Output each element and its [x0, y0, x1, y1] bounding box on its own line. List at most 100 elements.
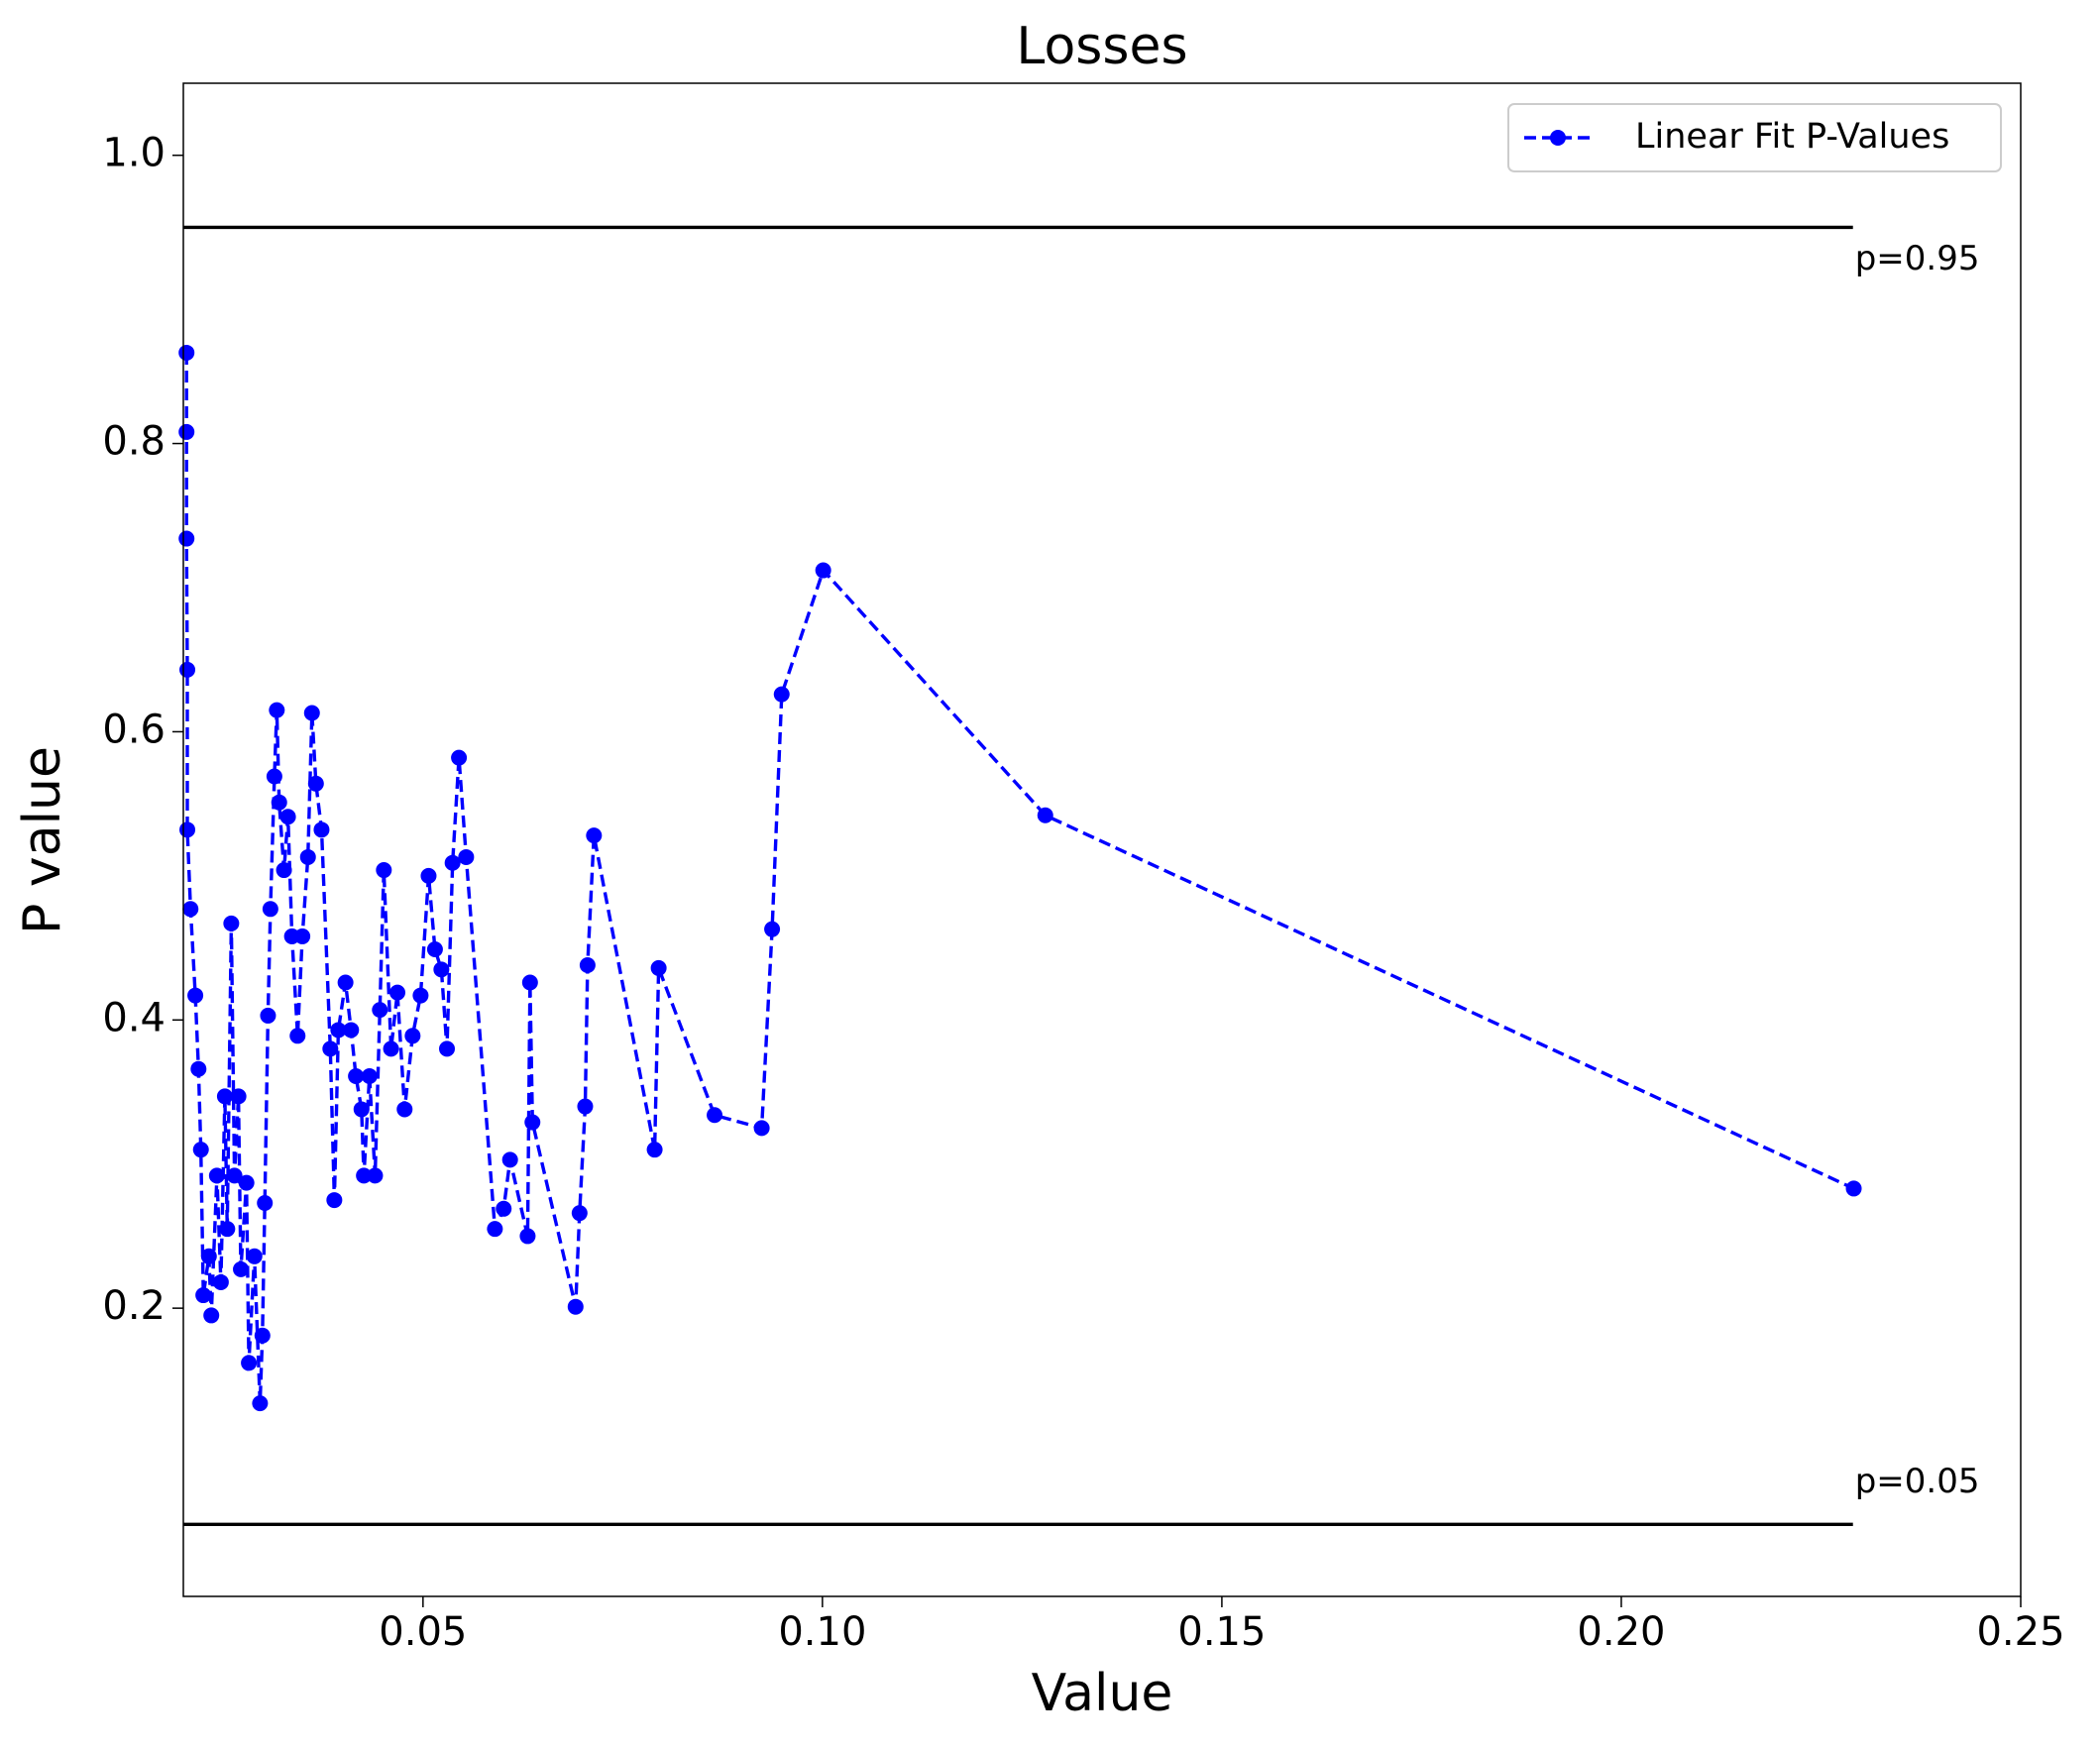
data-point [266, 768, 282, 785]
y-tick-label: 1.0 [102, 131, 166, 176]
data-point [271, 794, 287, 811]
x-tick-label: 0.10 [778, 1609, 866, 1655]
data-point [299, 848, 316, 865]
data-point [330, 1022, 347, 1039]
data-point [187, 987, 204, 1004]
data-point [208, 1167, 225, 1184]
y-tick-label: 0.6 [102, 707, 166, 752]
data-point [200, 1248, 217, 1264]
data-point [433, 961, 450, 978]
threshold-label: p=0.05 [1855, 1462, 1980, 1501]
data-point [179, 661, 196, 678]
data-point [233, 1260, 250, 1277]
data-point [326, 1192, 343, 1209]
data-point [439, 1040, 456, 1057]
data-point [348, 1068, 365, 1085]
data-point [412, 987, 429, 1004]
data-point [254, 1327, 271, 1344]
data-point [579, 957, 596, 974]
chart-title: Losses [1016, 17, 1187, 76]
data-point [260, 1007, 276, 1024]
threshold-label: p=0.95 [1855, 239, 1980, 278]
x-tick-label: 0.25 [1976, 1609, 2064, 1655]
data-point [1845, 1180, 1862, 1197]
data-point [212, 1273, 229, 1290]
data-point [487, 1221, 503, 1238]
data-point [322, 1040, 339, 1057]
data-point [294, 928, 311, 944]
data-point [764, 921, 781, 937]
data-point [577, 1098, 594, 1115]
data-point [178, 344, 195, 361]
data-point [451, 749, 468, 766]
data-point [389, 984, 406, 1001]
legend-label: Linear Fit P-Values [1635, 117, 1949, 157]
data-point [303, 705, 320, 721]
data-point [269, 702, 285, 718]
data-point [192, 1142, 209, 1158]
data-point [444, 854, 461, 871]
data-point [252, 1395, 269, 1412]
data-point [753, 1120, 770, 1137]
x-axis-label: Value [1032, 1664, 1173, 1723]
data-point [313, 821, 330, 838]
data-point [343, 1022, 360, 1039]
data-point [289, 1028, 306, 1044]
data-point [458, 848, 475, 865]
data-point [404, 1028, 421, 1044]
data-point [337, 974, 354, 991]
data-point [396, 1101, 413, 1118]
data-point [383, 1040, 399, 1057]
x-tick-label: 0.05 [379, 1609, 467, 1655]
legend-marker [1550, 130, 1566, 146]
data-point [257, 1194, 274, 1211]
data-point [646, 1142, 663, 1158]
data-point [195, 1287, 212, 1304]
data-point [567, 1298, 584, 1315]
data-point [1037, 807, 1053, 823]
plot-frame [182, 82, 2022, 1597]
data-point [496, 1200, 512, 1217]
y-tick-label: 0.8 [102, 419, 166, 465]
data-point [367, 1167, 384, 1184]
data-point [226, 1167, 243, 1184]
data-point [246, 1248, 263, 1264]
data-point [179, 821, 196, 838]
data-point [521, 974, 538, 991]
data-point [815, 562, 831, 579]
data-point [650, 959, 667, 976]
series-line [184, 353, 1855, 1404]
data-point [361, 1068, 378, 1085]
data-point [426, 941, 443, 958]
data-point [571, 1205, 588, 1222]
data-point [241, 1355, 258, 1371]
legend-box [1507, 103, 2002, 172]
data-point [524, 1114, 541, 1131]
data-point [230, 1088, 247, 1105]
data-point [501, 1151, 518, 1168]
data-point [372, 1002, 388, 1019]
data-point [238, 1174, 255, 1191]
data-point [276, 862, 292, 879]
data-point [356, 1167, 373, 1184]
x-tick-label: 0.20 [1577, 1609, 1665, 1655]
data-point [178, 423, 195, 440]
data-point [182, 901, 199, 918]
data-point [203, 1307, 220, 1324]
x-tick-label: 0.15 [1177, 1609, 1266, 1655]
data-point [707, 1107, 723, 1124]
data-point [178, 530, 195, 547]
data-point [586, 827, 603, 844]
data-point [223, 915, 240, 931]
data-point [190, 1060, 207, 1077]
data-point [519, 1228, 536, 1245]
data-point [773, 686, 790, 703]
data-point [376, 862, 392, 879]
data-point [353, 1101, 370, 1118]
y-tick-label: 0.4 [102, 995, 166, 1040]
y-tick-label: 0.2 [102, 1283, 166, 1329]
data-point [262, 901, 278, 918]
data-point [420, 867, 437, 884]
data-point [216, 1088, 233, 1105]
